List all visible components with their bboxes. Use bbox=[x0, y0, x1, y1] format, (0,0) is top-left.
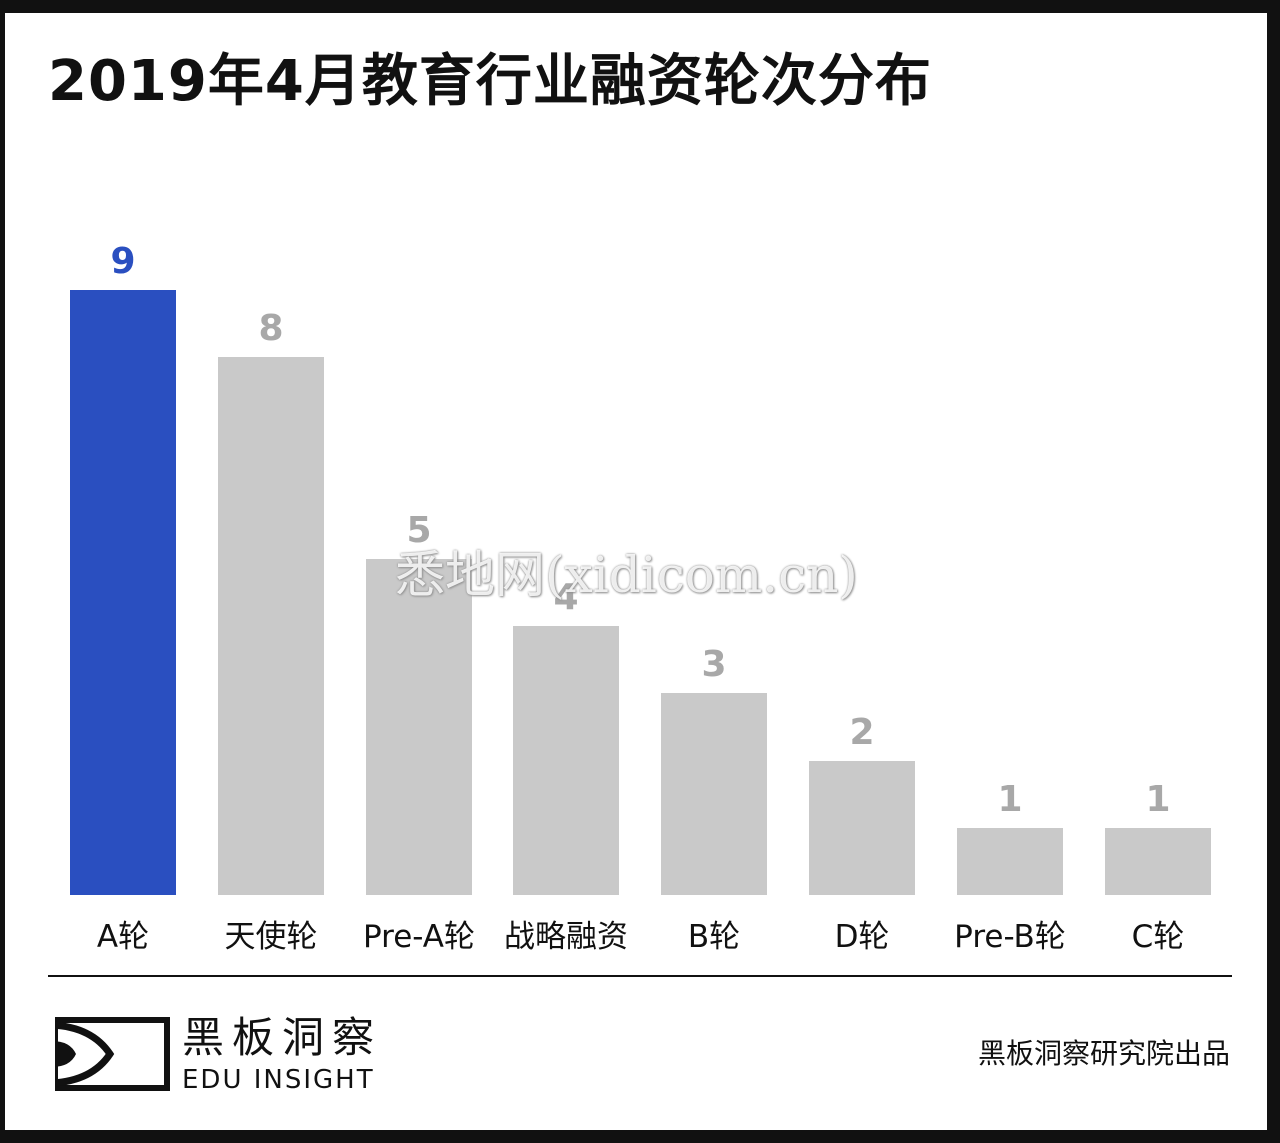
category-label: Pre-B轮 bbox=[954, 919, 1066, 955]
category-label: Pre-A轮 bbox=[363, 919, 475, 955]
bar bbox=[513, 626, 619, 895]
category-label: A轮 bbox=[96, 919, 150, 955]
category-label: 战略融资 bbox=[504, 919, 628, 955]
bar bbox=[1105, 828, 1211, 895]
chart-title: 2019年4月教育行业融资轮次分布 bbox=[48, 49, 932, 114]
bar-value-label: 1 bbox=[997, 779, 1023, 820]
chart-card bbox=[5, 13, 1267, 1130]
bar-value-label: 3 bbox=[701, 644, 727, 685]
category-label: C轮 bbox=[1131, 919, 1185, 955]
bar-value-label: 5 bbox=[406, 510, 432, 551]
category-label: B轮 bbox=[687, 919, 741, 955]
bar bbox=[366, 559, 472, 895]
bar-value-label: 4 bbox=[553, 577, 579, 618]
bar-value-label: 8 bbox=[258, 308, 284, 349]
bar bbox=[809, 761, 915, 895]
bar bbox=[957, 828, 1063, 895]
edu-insight-logo-icon bbox=[52, 1017, 170, 1091]
brand-name-cn: 黑板洞察 bbox=[182, 1013, 383, 1062]
bar bbox=[70, 290, 176, 895]
bar bbox=[218, 357, 324, 895]
bar-value-label: 9 bbox=[110, 241, 136, 282]
brand-name-en: EDU INSIGHT bbox=[182, 1065, 375, 1095]
credit-text: 黑板洞察研究院出品 bbox=[977, 1037, 1230, 1070]
bar bbox=[661, 693, 767, 895]
bar-value-label: 1 bbox=[1145, 779, 1171, 820]
category-label: 天使轮 bbox=[224, 919, 318, 955]
category-label: D轮 bbox=[834, 919, 890, 955]
bar-value-label: 2 bbox=[849, 712, 875, 753]
divider bbox=[48, 975, 1232, 977]
watermark: 悉地网(xidicom.cn) bbox=[395, 546, 858, 604]
